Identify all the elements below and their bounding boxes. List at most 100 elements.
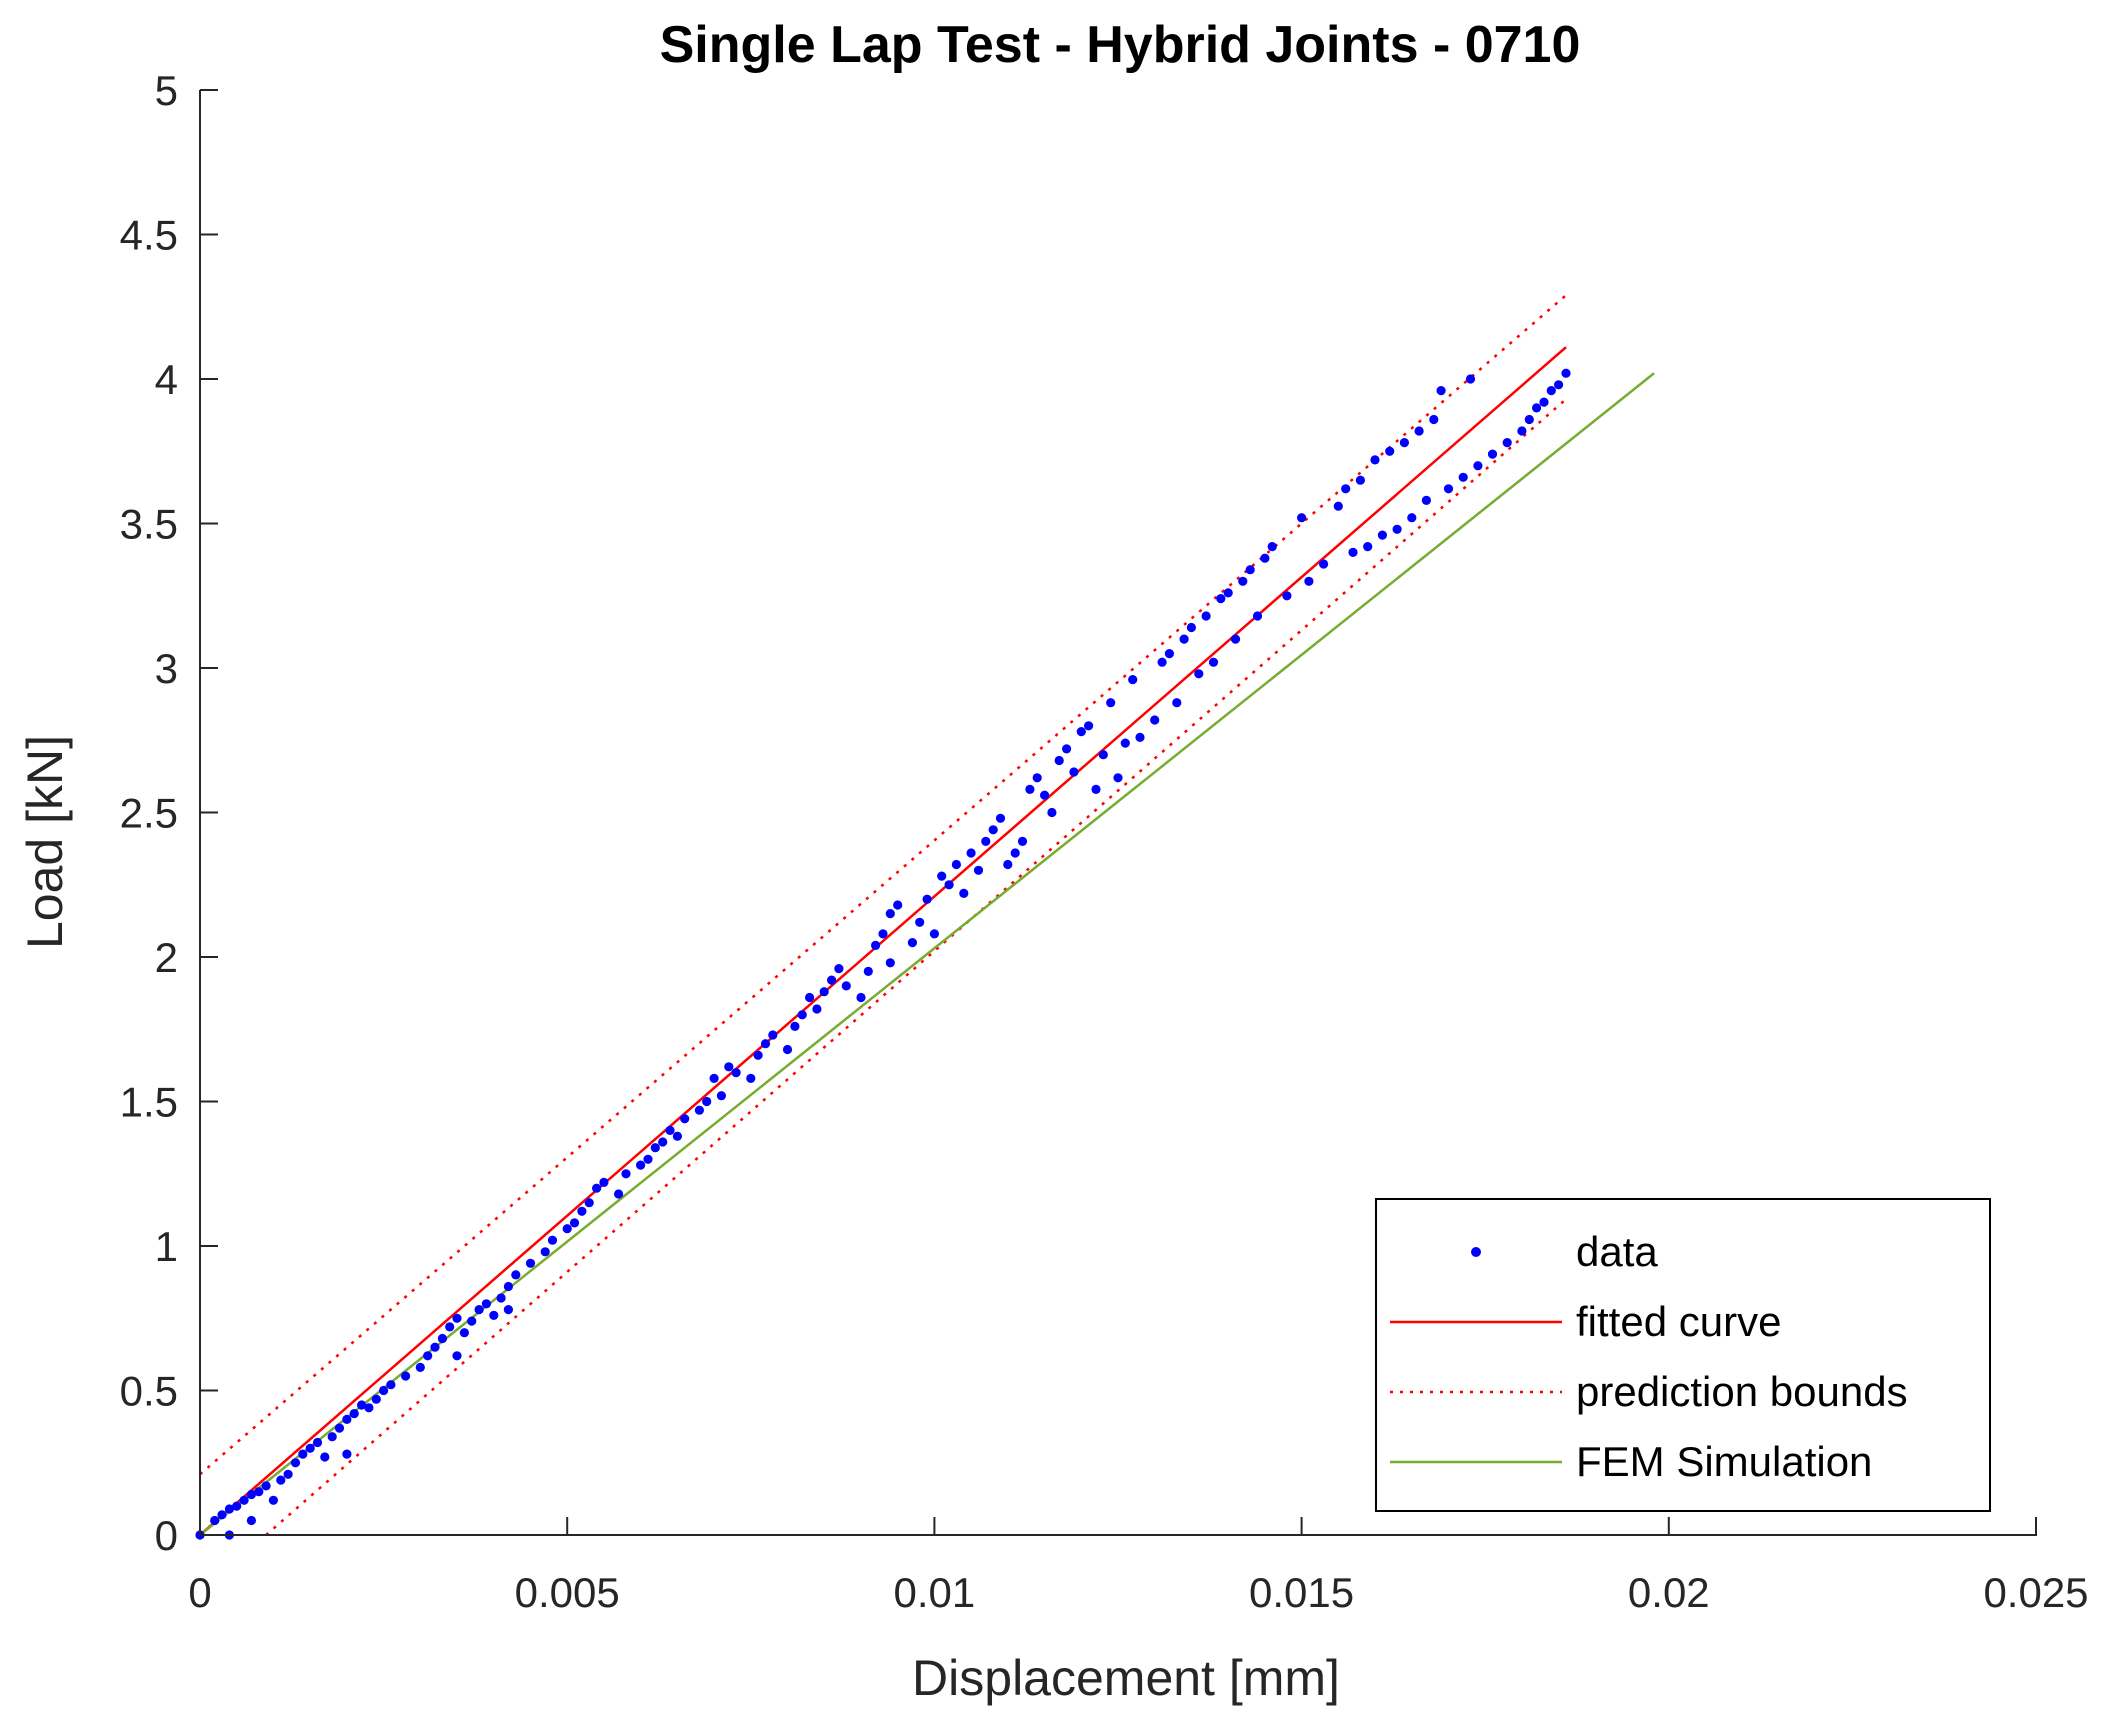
data-point (1062, 744, 1072, 754)
data-point (1348, 547, 1358, 558)
data-point (224, 1504, 234, 1514)
data-point (357, 1400, 367, 1410)
x-tick-label: 0.02 (1628, 1569, 1710, 1616)
data-point (1399, 438, 1409, 448)
data-point (1025, 784, 1035, 795)
data-point (540, 1247, 550, 1257)
data-point (1230, 634, 1241, 644)
data-point (445, 1322, 455, 1332)
data-point (1377, 530, 1387, 540)
data-point (959, 888, 969, 899)
data-point (334, 1423, 345, 1433)
data-point (503, 1305, 513, 1315)
data-point (312, 1437, 323, 1448)
data-point (525, 1258, 536, 1268)
data-point (1473, 461, 1483, 471)
legend: data fitted curve prediction bounds FEM Sim… (1375, 1198, 1991, 1512)
data-point (423, 1351, 433, 1361)
data-point (1135, 732, 1145, 743)
x-axis-label: Displacement [mm] (912, 1650, 1340, 1706)
data-point (584, 1198, 594, 1208)
data-point (1487, 449, 1498, 459)
data-point (621, 1169, 631, 1179)
data-point (672, 1131, 683, 1141)
data-point (437, 1333, 447, 1344)
data-point (452, 1351, 462, 1361)
data-point (643, 1154, 653, 1164)
chart-marks (195, 294, 1655, 1540)
data-point (320, 1452, 330, 1462)
data-point (1554, 380, 1564, 390)
data-point (1524, 414, 1534, 425)
data-point (1458, 472, 1468, 482)
data-point (805, 992, 815, 1003)
data-point (1260, 553, 1270, 563)
data-point (1421, 495, 1431, 505)
data-point (973, 865, 984, 875)
data-point (995, 813, 1006, 823)
data-point (937, 871, 947, 881)
data-point (1098, 750, 1108, 760)
data-point (650, 1143, 660, 1153)
data-point (1128, 675, 1138, 685)
data-point (503, 1281, 513, 1292)
data-point (841, 981, 851, 991)
chart-title: Single Lap Test - Hybrid Joints - 0710 (660, 16, 1581, 74)
x-tick-label: 0.015 (1249, 1569, 1354, 1616)
data-point (1282, 591, 1292, 601)
data-point (349, 1409, 359, 1419)
data-point (1091, 784, 1101, 795)
x-tick-label: 0 (188, 1569, 211, 1616)
legend-marker-data (1471, 1247, 1481, 1257)
data-point (1179, 634, 1189, 644)
data-point (1297, 513, 1307, 523)
data-point (1252, 611, 1263, 621)
series-line-prediction-bounds (199, 294, 1567, 1476)
data-point (1208, 657, 1219, 667)
data-point (268, 1495, 278, 1505)
data-point (760, 1039, 771, 1049)
data-point (1010, 848, 1020, 858)
y-tick-label: 3.5 (120, 501, 178, 548)
data-point (577, 1206, 587, 1216)
data-point (724, 1062, 734, 1072)
data-point (474, 1305, 484, 1315)
data-point (1216, 594, 1226, 604)
data-point (988, 825, 998, 835)
data-point (944, 880, 954, 890)
series-line-fitted-curve (199, 346, 1567, 1536)
data-point (371, 1394, 381, 1404)
data-point (1003, 859, 1013, 870)
data-point (981, 836, 991, 847)
data-point (489, 1310, 499, 1320)
data-point (467, 1316, 477, 1326)
data-point (856, 992, 866, 1003)
data-point (1370, 455, 1380, 465)
data-point (1245, 565, 1255, 575)
data-point (966, 848, 976, 858)
data-point (790, 1021, 800, 1031)
data-point (430, 1342, 440, 1352)
data-point (922, 894, 932, 904)
data-point (1355, 475, 1365, 485)
data-point (1201, 611, 1211, 621)
data-point (569, 1218, 580, 1228)
data-point (511, 1270, 521, 1280)
y-tick-label: 1 (155, 1223, 178, 1270)
data-point (1238, 576, 1248, 586)
data-point (827, 975, 837, 985)
data-point (753, 1050, 763, 1060)
data-point (1040, 790, 1050, 800)
data-point (254, 1487, 264, 1497)
data-point (246, 1489, 256, 1500)
data-point (1017, 836, 1028, 847)
data-point (547, 1235, 558, 1245)
data-point (1546, 386, 1556, 396)
data-point (1304, 576, 1314, 586)
data-point (1561, 368, 1571, 378)
data-point (599, 1177, 609, 1187)
y-tick-label: 2 (155, 934, 178, 981)
legend-label-fitted-curve: fitted curve (1576, 1298, 1781, 1345)
data-point (327, 1432, 337, 1442)
